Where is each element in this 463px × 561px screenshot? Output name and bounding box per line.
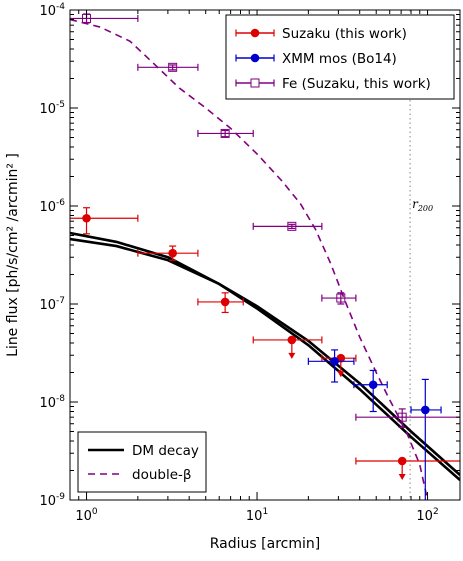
r200-label: r200	[412, 197, 433, 213]
point-0-4-arrow-head	[337, 371, 345, 378]
legend-upper-label-0: Suzaku (this work)	[282, 26, 407, 42]
y-tick-label--5: 10-5	[39, 100, 65, 117]
legend-upper: Suzaku (this work) XMM mos (Bo14) Fe (Suza…	[225, 14, 455, 100]
legend-lower-label-1: double-β	[132, 467, 192, 483]
point-0-0-marker	[82, 213, 91, 223]
point-0-2-marker	[220, 297, 230, 307]
series-line-dm-decay-0	[70, 231, 460, 481]
point-0-3-marker	[287, 335, 297, 345]
point-0-3-arrow-head	[288, 352, 296, 359]
point-0-5-marker	[397, 456, 407, 466]
legend-upper-marker-1	[250, 53, 260, 63]
point-1-2-marker	[420, 405, 430, 415]
legend-upper-label-1: XMM mos (Bo14)	[282, 51, 397, 67]
y-tick-label--8: 10-8	[39, 394, 65, 411]
legend-lower: DM decay double-β	[77, 431, 207, 493]
data-layer	[70, 13, 460, 500]
y-tick-label--7: 10-7	[39, 296, 65, 313]
x-tick-label-0: 100	[75, 507, 98, 524]
legend-upper-box	[225, 14, 455, 100]
legend-lower-box	[77, 431, 207, 493]
y-tick-label--9: 10-9	[39, 492, 65, 509]
legend-upper-marker-0	[250, 28, 260, 38]
point-0-1-marker	[168, 248, 177, 258]
y-tick-label--4: 10-4	[39, 2, 65, 19]
point-0-5-arrow-head	[398, 474, 406, 481]
point-1-1-marker	[368, 380, 378, 390]
x-tick-label-2: 102	[416, 507, 438, 524]
series-line-double--0	[70, 18, 429, 500]
legend-lower-label-0: DM decay	[132, 443, 199, 459]
y-tick-label--6: 10-6	[39, 198, 65, 215]
point-1-0-marker	[330, 357, 339, 366]
legend-upper-marker-2	[250, 78, 260, 88]
series-line-dm-decay-1	[70, 237, 460, 476]
y-axis-label: Line flux [ph/s/cm² /arcmin² ]	[5, 153, 21, 357]
x-tick-label-1: 101	[246, 507, 268, 524]
x-axis-label: Radius [arcmin]	[210, 536, 320, 552]
legend-upper-label-2: Fe (Suzaku, this work)	[282, 76, 431, 92]
plot-frame	[69, 9, 461, 501]
